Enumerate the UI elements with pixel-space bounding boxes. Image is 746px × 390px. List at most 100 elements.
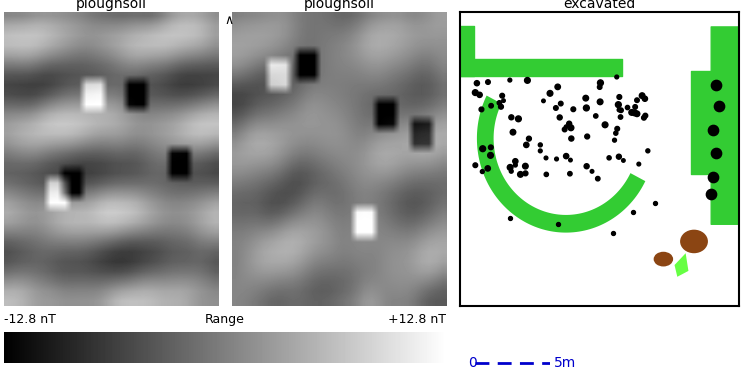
Point [540, 171, 552, 177]
Point [523, 136, 535, 142]
Point [477, 168, 489, 175]
Text: 5m: 5m [554, 356, 576, 370]
Point [485, 103, 497, 109]
Point [713, 103, 725, 109]
Point [482, 165, 494, 172]
Point [613, 154, 625, 160]
Point [642, 148, 653, 154]
Point [636, 92, 648, 99]
Point [559, 126, 571, 133]
Point [565, 157, 577, 163]
Point [603, 155, 615, 161]
Point [580, 163, 592, 169]
Point [707, 174, 719, 180]
Text: 0: 0 [468, 356, 477, 370]
Point [595, 80, 606, 86]
Point [551, 221, 563, 227]
Point [505, 168, 517, 174]
Point [538, 98, 550, 104]
Point [469, 89, 481, 96]
Point [639, 113, 651, 119]
Polygon shape [674, 253, 689, 277]
Point [540, 155, 552, 161]
Point [631, 97, 643, 103]
Text: ∧: ∧ [224, 14, 233, 27]
Point [639, 96, 651, 102]
Point [710, 82, 722, 89]
Point [611, 126, 623, 132]
Point [563, 121, 575, 127]
Point [580, 105, 592, 111]
Point [613, 107, 625, 113]
Point [609, 130, 621, 136]
Point [519, 170, 531, 177]
Point [493, 100, 505, 106]
Point [485, 152, 497, 158]
Point [495, 104, 507, 110]
Point [633, 161, 645, 167]
Point [485, 144, 497, 151]
Point [552, 84, 564, 90]
Point [586, 168, 598, 174]
Point [599, 122, 611, 128]
Point [581, 133, 593, 140]
Point [504, 215, 516, 221]
Point [534, 148, 546, 154]
Text: -12.8 nT: -12.8 nT [4, 313, 56, 326]
Point [521, 77, 533, 83]
Point [607, 229, 619, 236]
Point [627, 209, 639, 215]
Point [507, 129, 519, 135]
Point [504, 164, 516, 170]
Point [560, 124, 572, 130]
Point [474, 92, 486, 98]
Point [505, 114, 517, 121]
Point [544, 90, 556, 96]
Point [565, 135, 577, 142]
Text: +12.8 nT: +12.8 nT [388, 313, 446, 326]
Point [618, 157, 630, 163]
Point [705, 191, 717, 197]
Point [554, 114, 565, 121]
Point [594, 99, 606, 105]
Point [519, 163, 531, 169]
Point [513, 116, 524, 122]
Point [710, 150, 722, 156]
Point [592, 176, 604, 182]
Point [621, 105, 633, 111]
Point [649, 200, 661, 206]
Point [560, 153, 572, 159]
Ellipse shape [680, 230, 708, 253]
Point [611, 74, 623, 80]
Point [613, 94, 625, 100]
Point [615, 107, 627, 113]
Point [564, 170, 576, 177]
Point [638, 115, 650, 121]
Point [626, 109, 638, 115]
Point [629, 104, 641, 110]
Point [580, 95, 592, 101]
Point [551, 156, 562, 162]
Point [612, 101, 624, 108]
Point [609, 137, 621, 143]
Point [521, 142, 533, 148]
Point [565, 125, 577, 131]
Point [629, 110, 641, 116]
Point [515, 171, 527, 177]
Title: EH 1990 with
ploughsoil: EH 1990 with ploughsoil [64, 0, 157, 11]
Point [615, 114, 627, 120]
Point [534, 142, 546, 148]
Point [504, 77, 515, 83]
Point [707, 126, 719, 133]
Point [477, 145, 489, 152]
Point [510, 162, 521, 168]
Point [471, 80, 483, 86]
Point [510, 158, 521, 164]
Point [594, 84, 606, 90]
Point [550, 105, 562, 111]
Point [590, 113, 602, 119]
Ellipse shape [653, 252, 673, 266]
Point [555, 101, 567, 107]
Title: LRC 1995 no
ploughsoil: LRC 1995 no ploughsoil [295, 0, 383, 11]
Title: Fully
excavated: Fully excavated [563, 0, 636, 11]
